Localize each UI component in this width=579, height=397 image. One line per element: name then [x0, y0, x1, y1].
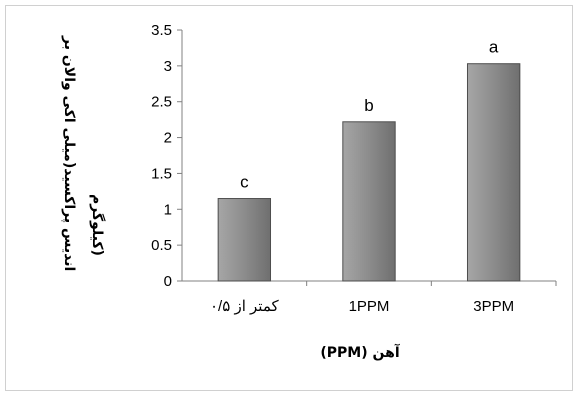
y-tick-label: 2: [164, 130, 172, 147]
y-tick-label: 1.5: [151, 165, 172, 182]
y-axis-label-line-1: اندیس پراکسید(میلی اکی والان بر: [61, 35, 77, 271]
y-tick-label: 3.5: [151, 22, 172, 39]
x-tick-label: 1PPM: [349, 298, 390, 315]
plot-area: 0 0.5 1 1.5 2 2.5 3 3.5 c کمتر از ۰/۵ b 1PPM a 3PPM: [151, 22, 557, 315]
y-tick-label: 1: [164, 201, 172, 218]
bar: [217, 198, 272, 282]
x-tick-label: کمتر از ۰/۵: [210, 298, 280, 315]
y-tick-label: 2.5: [151, 94, 172, 111]
y-tick-label: 0.5: [151, 237, 172, 254]
bar-data-label: c: [240, 173, 249, 192]
bar-data-label: b: [364, 96, 373, 115]
x-tick-label: 3PPM: [473, 298, 514, 315]
y-tick-label: 0: [164, 273, 172, 290]
x-axis-label: آهن (PPM): [320, 343, 400, 361]
y-tick-label: 3: [164, 58, 172, 75]
bar-data-label: a: [489, 38, 499, 57]
bar: [342, 121, 396, 282]
y-axis-label-line-2: کیلوگرم): [89, 194, 106, 256]
bar: [466, 63, 521, 282]
